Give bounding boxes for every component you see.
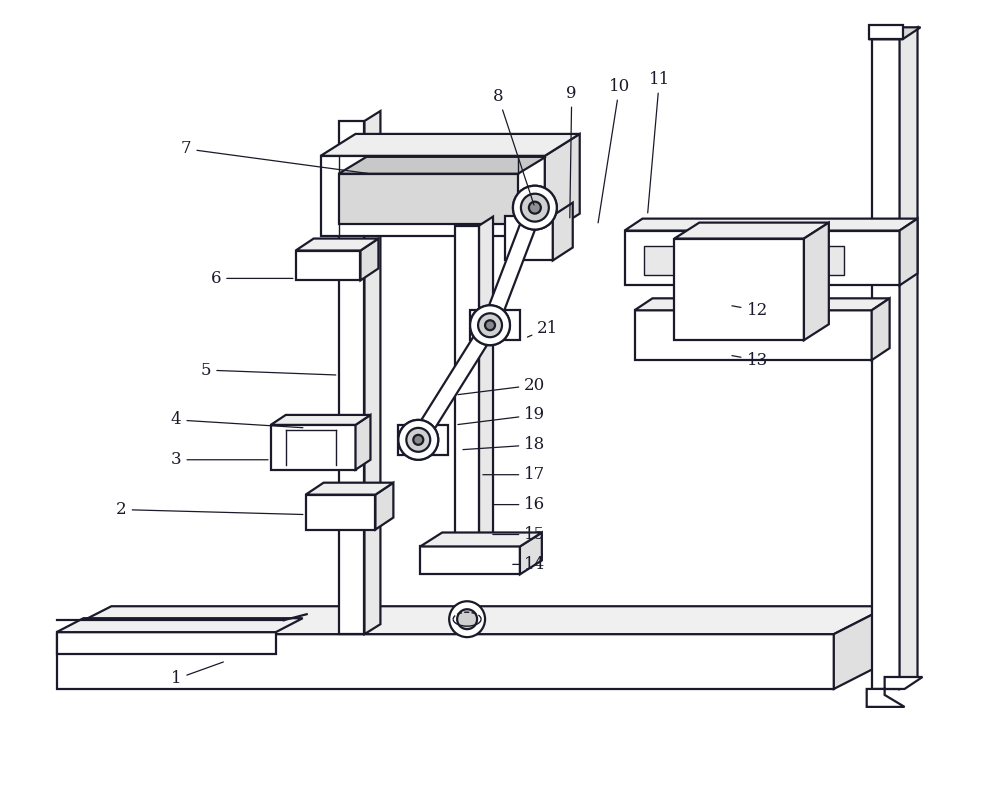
Circle shape — [413, 435, 423, 445]
Circle shape — [406, 428, 430, 452]
Text: 13: 13 — [732, 352, 768, 369]
Circle shape — [521, 194, 549, 221]
Polygon shape — [57, 632, 276, 654]
Circle shape — [485, 320, 495, 330]
Polygon shape — [674, 223, 829, 239]
Polygon shape — [306, 483, 393, 495]
Polygon shape — [356, 415, 370, 469]
Circle shape — [529, 202, 541, 214]
Text: 15: 15 — [493, 526, 545, 543]
Circle shape — [457, 609, 477, 629]
Text: 1: 1 — [171, 662, 223, 688]
Polygon shape — [545, 134, 580, 236]
Polygon shape — [375, 483, 393, 530]
Polygon shape — [271, 415, 370, 425]
Polygon shape — [625, 218, 918, 231]
Polygon shape — [900, 27, 918, 689]
Polygon shape — [674, 239, 804, 340]
Circle shape — [478, 313, 502, 338]
Circle shape — [413, 435, 423, 445]
Circle shape — [478, 313, 502, 338]
Polygon shape — [505, 216, 553, 261]
Polygon shape — [412, 321, 497, 444]
Polygon shape — [57, 606, 889, 634]
Polygon shape — [296, 250, 360, 280]
Polygon shape — [872, 298, 890, 360]
Polygon shape — [306, 495, 375, 530]
Polygon shape — [867, 677, 922, 706]
Polygon shape — [553, 203, 573, 261]
Polygon shape — [625, 231, 900, 286]
Text: 9: 9 — [566, 85, 577, 217]
Polygon shape — [520, 532, 542, 575]
Polygon shape — [804, 223, 829, 340]
Polygon shape — [900, 218, 918, 286]
Circle shape — [406, 428, 430, 452]
Polygon shape — [455, 225, 479, 564]
Polygon shape — [296, 239, 378, 250]
Polygon shape — [869, 25, 903, 39]
Text: 14: 14 — [513, 556, 546, 573]
Circle shape — [470, 305, 510, 345]
Polygon shape — [339, 121, 364, 634]
Polygon shape — [420, 546, 520, 575]
Circle shape — [513, 186, 557, 229]
Polygon shape — [635, 298, 890, 310]
Polygon shape — [872, 39, 900, 689]
Circle shape — [521, 194, 549, 221]
Circle shape — [485, 320, 495, 330]
Circle shape — [513, 186, 557, 229]
Polygon shape — [479, 217, 493, 564]
Polygon shape — [420, 532, 542, 546]
Text: 12: 12 — [732, 301, 768, 319]
Circle shape — [449, 601, 485, 637]
Polygon shape — [869, 27, 921, 39]
Polygon shape — [57, 619, 303, 632]
Text: 3: 3 — [171, 451, 268, 469]
Polygon shape — [834, 606, 889, 689]
Polygon shape — [398, 425, 448, 455]
Polygon shape — [321, 134, 580, 156]
Text: 21: 21 — [527, 319, 558, 337]
Text: 6: 6 — [211, 270, 293, 287]
Text: 4: 4 — [171, 411, 303, 429]
Text: 17: 17 — [483, 466, 546, 484]
Text: 19: 19 — [458, 407, 545, 425]
Circle shape — [470, 305, 510, 345]
Text: 11: 11 — [648, 71, 670, 213]
Circle shape — [529, 202, 541, 214]
Polygon shape — [271, 425, 356, 469]
Circle shape — [398, 420, 438, 460]
Polygon shape — [635, 310, 872, 360]
Text: 16: 16 — [493, 496, 545, 513]
Polygon shape — [339, 157, 546, 173]
Polygon shape — [57, 634, 834, 689]
Text: 10: 10 — [598, 78, 630, 223]
Text: 5: 5 — [201, 362, 336, 378]
Polygon shape — [470, 310, 520, 340]
Text: 18: 18 — [463, 436, 546, 453]
Polygon shape — [360, 239, 378, 280]
Text: 20: 20 — [458, 377, 546, 395]
Text: 7: 7 — [181, 141, 368, 173]
Polygon shape — [321, 156, 545, 236]
Text: 8: 8 — [493, 88, 534, 205]
Polygon shape — [483, 205, 542, 328]
Polygon shape — [339, 173, 518, 224]
Polygon shape — [644, 246, 844, 276]
Circle shape — [398, 420, 438, 460]
Text: 2: 2 — [116, 501, 303, 518]
Polygon shape — [364, 111, 380, 634]
